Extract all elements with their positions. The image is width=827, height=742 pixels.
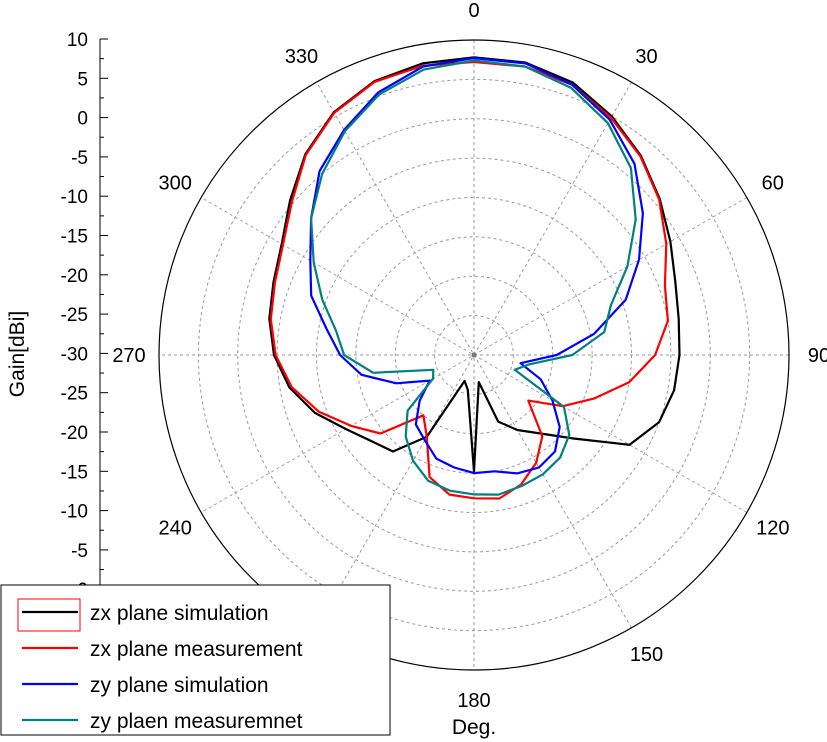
- radial-tick-label: -10: [61, 502, 88, 523]
- angle-tick-label: 120: [756, 518, 789, 540]
- angle-tick-label: 90: [808, 345, 827, 367]
- legend: zx plane simulation zx plane measurement z…: [0, 584, 391, 736]
- angle-tick-label: 180: [457, 690, 490, 712]
- radial-tick-label: -20: [61, 423, 88, 444]
- legend-entry-label: zx plane measurement: [90, 638, 303, 661]
- legend-highlight-box: [17, 598, 81, 632]
- data-series: [268, 56, 681, 500]
- grid-circle: [355, 236, 593, 474]
- legend-entry-label: zy plaen measuremnet: [90, 710, 303, 733]
- radial-tick-label: -25: [61, 384, 88, 405]
- angle-tick-label: 330: [285, 46, 318, 68]
- legend-entry-label: zy plane simulation: [90, 674, 269, 697]
- radial-tick-label: -5: [71, 148, 88, 169]
- radial-tick-label: 0: [77, 109, 88, 130]
- radial-tick-label: -15: [61, 462, 88, 483]
- legend-box: [0, 584, 391, 736]
- x-axis-title: Deg.: [452, 716, 496, 739]
- angle-tick-label: 240: [159, 518, 192, 540]
- radial-tick-label: -15: [61, 227, 88, 248]
- series-line: [309, 57, 644, 475]
- radial-tick-label: -25: [61, 305, 88, 326]
- angle-tick-labels: 0 30 60 90 120 150 180 240 270 300 330: [112, 0, 827, 712]
- series-line: [269, 60, 669, 500]
- series-line: [268, 56, 681, 473]
- angle-tick-label: 270: [112, 345, 145, 367]
- angle-tick-label: 30: [635, 46, 657, 68]
- outer-circle: [158, 39, 790, 671]
- radial-tick-label: 10: [67, 30, 88, 51]
- radial-tick-label: -5: [71, 541, 88, 562]
- polar-grid: [158, 39, 790, 671]
- radial-tick-label: -10: [61, 187, 88, 208]
- center-dot: [471, 352, 477, 358]
- angle-tick-label: 300: [159, 173, 192, 195]
- radial-tick-label: 5: [77, 69, 88, 90]
- radial-tick-label: -20: [61, 266, 88, 287]
- radial-tick-label: -30: [61, 344, 88, 365]
- series-line: [310, 59, 637, 496]
- angle-tick-label: 150: [630, 644, 663, 666]
- angle-tick-label: 0: [468, 0, 479, 22]
- legend-entry-label: zx plane simulation: [90, 602, 269, 625]
- y-axis-title: Gain[dBi]: [6, 311, 29, 397]
- angle-tick-label: 60: [762, 173, 784, 195]
